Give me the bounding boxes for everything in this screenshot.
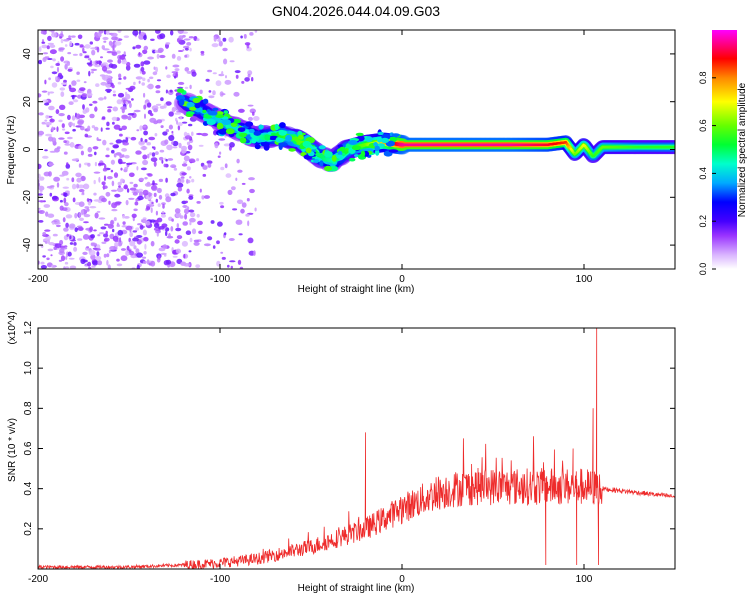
- y-tick-label: 40: [22, 48, 33, 60]
- spectrogram-image: [38, 30, 675, 269]
- colorbar-tick-label: 0.0: [698, 263, 708, 276]
- colorbar: 0.0 0.2 0.4 0.6 0.8 Normalized spectral ampl…: [698, 30, 748, 275]
- y-tick-label: 1.0: [23, 361, 34, 375]
- colorbar-tick-label: 0.6: [698, 119, 708, 132]
- x-tick-label: -200: [28, 574, 48, 585]
- colorbar-gradient: [712, 30, 737, 269]
- y-tick-label: -20: [22, 190, 33, 205]
- y-tick-label: 0.2: [23, 521, 34, 535]
- snr-panel: -200 -100 0 100 0.2 0.4 0.6 0.8 1.0 1.2 Height o…: [7, 311, 676, 594]
- y-tick-label: 1.2: [23, 321, 34, 335]
- snr-plot-area: [38, 328, 675, 569]
- x-tick-label: 0: [399, 574, 405, 585]
- x-tick-label: 100: [576, 574, 593, 585]
- colorbar-label: Normalized spectral amplitude: [737, 82, 748, 217]
- x-tick-label: 100: [576, 274, 593, 285]
- spectrogram-ridge: [173, 88, 675, 173]
- y-tick-label: 20: [22, 96, 33, 108]
- y-tick-label: 0: [22, 146, 33, 152]
- snr-y-multiplier: (x10^4): [7, 311, 18, 344]
- colorbar-tick-label: 0.4: [698, 167, 708, 180]
- colorbar-tick-label: 0.2: [698, 215, 708, 228]
- x-tick-label: -200: [28, 274, 48, 285]
- y-tick-label: -40: [22, 237, 33, 252]
- colorbar-tick-label: 0.8: [698, 72, 708, 85]
- snr-y-label: SNR (10 * v/v): [7, 418, 18, 482]
- x-tick-label: -100: [210, 274, 230, 285]
- y-tick-label: 0.8: [23, 401, 34, 415]
- chart-title: GN04.2026.044.04.09.G03: [272, 3, 440, 19]
- spectrogram-y-ticks: -40 -20 0 20 40: [22, 48, 675, 252]
- spectrogram-x-label: Height of straight line (km): [298, 284, 415, 295]
- spectrogram-x-ticks: -200 -100 0 100: [28, 30, 593, 285]
- snr-x-ticks: -200 -100 0 100: [28, 328, 593, 585]
- snr-x-label: Height of straight line (km): [298, 583, 415, 594]
- y-tick-label: 0.4: [23, 481, 34, 495]
- spectrogram-noise: [38, 30, 260, 269]
- spectrogram-y-label: Frequency (Hz): [6, 116, 17, 185]
- snr-series-line: [38, 328, 675, 569]
- x-tick-label: 0: [399, 274, 405, 285]
- y-tick-label: 0.6: [23, 441, 34, 455]
- snr-y-ticks: 0.2 0.4 0.6 0.8 1.0 1.2: [23, 321, 675, 536]
- colorbar-ticks: 0.0 0.2 0.4 0.6 0.8: [698, 72, 716, 276]
- x-tick-label: -100: [210, 574, 230, 585]
